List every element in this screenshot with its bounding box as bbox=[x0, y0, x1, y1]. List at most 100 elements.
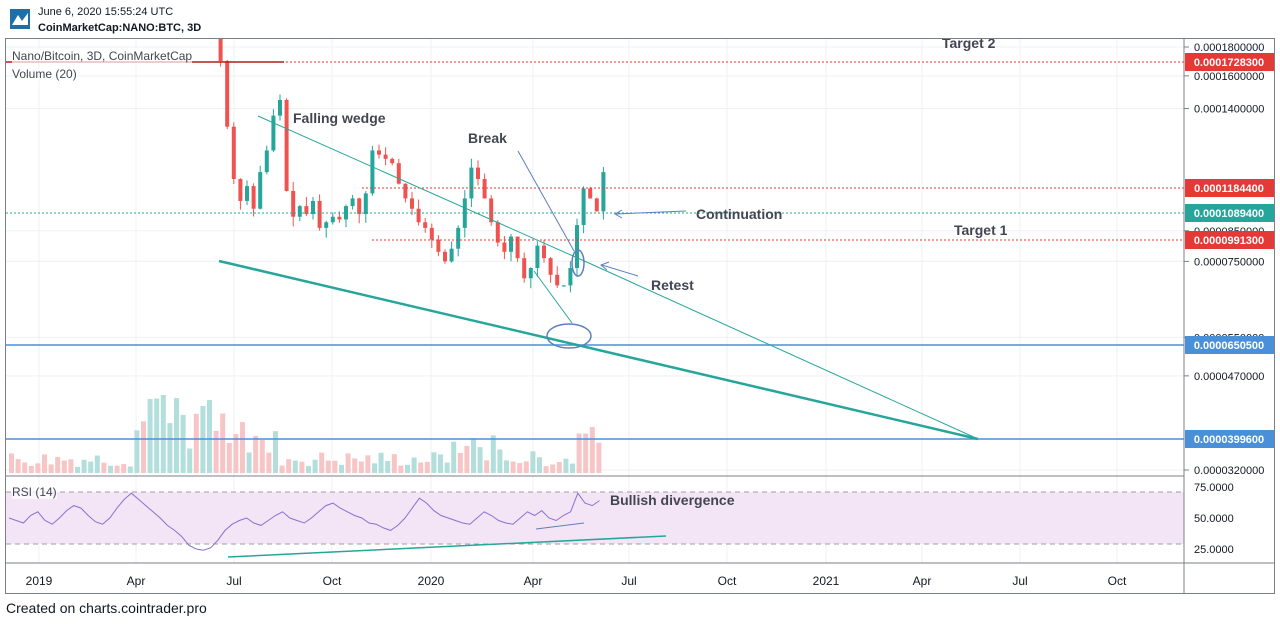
price-level-label: 0.0000991300 bbox=[1194, 235, 1264, 247]
time-tick-label: Oct bbox=[1108, 574, 1127, 588]
time-tick-label: Apr bbox=[127, 574, 146, 588]
volume-bar bbox=[88, 461, 94, 473]
candle-body bbox=[594, 198, 599, 212]
footer-credit: Created on charts.cointrader.pro bbox=[6, 600, 207, 616]
volume-bar bbox=[147, 399, 153, 473]
price-level-label: 0.0001089400 bbox=[1194, 208, 1264, 220]
volume-bar bbox=[259, 440, 265, 473]
volume-bar bbox=[213, 430, 219, 473]
volume-bar bbox=[127, 466, 133, 473]
volume-bar bbox=[345, 453, 351, 473]
candle-body bbox=[416, 208, 421, 223]
candle-body bbox=[575, 225, 579, 269]
candle-body bbox=[601, 172, 606, 212]
volume-bar bbox=[556, 462, 562, 473]
candle-body bbox=[350, 198, 355, 207]
candle-body bbox=[238, 179, 243, 201]
time-tick-label: 2021 bbox=[813, 574, 840, 588]
candle-body bbox=[383, 154, 388, 159]
bottom-circle bbox=[546, 323, 592, 349]
retest-label: Retest bbox=[651, 277, 694, 293]
chart-frame[interactable]: 2019 Apr Jul Oct 2020 Apr Jul Oct 2021 Apr Jul Oct 0… bbox=[5, 38, 1275, 594]
volume-bar bbox=[576, 433, 582, 473]
candle-body bbox=[271, 115, 276, 151]
volume-bar bbox=[286, 459, 292, 473]
rsi-divergence-line bbox=[227, 535, 667, 558]
price-level-label: 0.0001184400 bbox=[1194, 183, 1264, 195]
time-tick-label: Oct bbox=[323, 574, 342, 588]
volume-bar bbox=[411, 457, 417, 473]
candle-body bbox=[482, 179, 487, 199]
legend-volume: Volume (20) bbox=[12, 67, 77, 81]
candle-body bbox=[535, 245, 540, 269]
rsi-tick-label: 75.0000 bbox=[1194, 482, 1234, 494]
volume-bar bbox=[570, 463, 575, 473]
volume-bar bbox=[154, 398, 160, 473]
price-chart[interactable]: 2019 Apr Jul Oct 2020 Apr Jul Oct 2021 Apr Jul Oct 0… bbox=[6, 39, 1274, 593]
volume-bar bbox=[35, 463, 41, 473]
target-1-label: Target 1 bbox=[954, 222, 1008, 238]
candle-body bbox=[390, 158, 395, 164]
candle-body bbox=[495, 222, 500, 243]
price-level-badge bbox=[1185, 53, 1274, 71]
volume-bar bbox=[160, 394, 166, 473]
continuation-label: Continuation bbox=[696, 206, 782, 222]
inner-trendline bbox=[533, 270, 573, 324]
volume-bar bbox=[9, 453, 14, 473]
candle-body bbox=[264, 150, 269, 173]
wedge-upper-trendline bbox=[257, 115, 592, 265]
volume-bar bbox=[292, 460, 298, 473]
volume-bar bbox=[438, 454, 443, 473]
candle-body bbox=[317, 200, 322, 228]
volume-bar bbox=[504, 460, 509, 473]
volume-bar bbox=[405, 464, 410, 473]
candle-body bbox=[258, 172, 263, 209]
candle-body bbox=[502, 242, 507, 252]
candle-body bbox=[297, 206, 302, 217]
candle-body bbox=[304, 206, 309, 215]
volume-bar bbox=[266, 452, 272, 473]
candle-body bbox=[568, 268, 573, 286]
price-level-badge bbox=[1185, 336, 1274, 354]
symbol-line: CoinMarketCap:NANO:BTC, 3D bbox=[38, 22, 202, 34]
candle-body bbox=[231, 126, 236, 180]
volume-bar bbox=[378, 452, 384, 473]
candle-body bbox=[489, 198, 494, 223]
candle-body bbox=[370, 150, 375, 194]
candle-body bbox=[456, 227, 461, 249]
volume-bar bbox=[325, 460, 331, 473]
volume-bar bbox=[596, 442, 602, 473]
break-circle bbox=[571, 249, 585, 277]
volume-bar bbox=[332, 460, 338, 473]
volume-bar bbox=[563, 458, 569, 473]
volume-bar bbox=[108, 465, 113, 473]
volume-bar bbox=[444, 462, 450, 473]
break-arrow bbox=[517, 150, 575, 252]
candle-body bbox=[337, 216, 342, 220]
volume-bar bbox=[497, 449, 503, 473]
volume-bar bbox=[48, 464, 54, 473]
candle-body bbox=[436, 239, 441, 252]
legend-rsi: RSI (14) bbox=[12, 485, 57, 499]
rsi-band bbox=[6, 492, 1184, 544]
price-level-label: 0.0000399600 bbox=[1194, 434, 1264, 446]
volume-bar bbox=[418, 462, 424, 473]
candle-body bbox=[462, 198, 467, 228]
bullish-divergence-label: Bullish divergence bbox=[610, 492, 735, 508]
retest-trendline bbox=[590, 263, 979, 440]
volume-bar bbox=[365, 455, 371, 473]
volume-bar bbox=[42, 454, 47, 473]
retest-arrow-head bbox=[600, 261, 610, 271]
volume-bar bbox=[431, 452, 437, 473]
volume-bar bbox=[385, 460, 391, 473]
rsi-tick-label: 50.0000 bbox=[1194, 513, 1234, 525]
time-tick-label: Apr bbox=[913, 574, 932, 588]
volume-bar bbox=[273, 431, 278, 473]
candle-body bbox=[429, 227, 434, 240]
candle-body bbox=[410, 198, 414, 209]
time-tick-label: 2020 bbox=[418, 574, 445, 588]
volume-bar bbox=[510, 461, 516, 473]
volume-bar bbox=[220, 413, 226, 473]
volume-bar bbox=[451, 441, 457, 473]
volume-bar bbox=[246, 452, 252, 473]
